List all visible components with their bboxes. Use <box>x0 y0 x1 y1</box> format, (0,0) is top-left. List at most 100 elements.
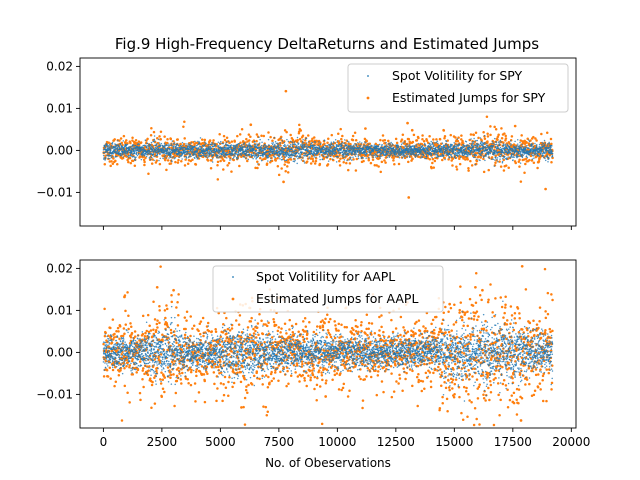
volatility-point <box>405 153 408 156</box>
volatility-point <box>309 153 311 156</box>
volatility-point <box>355 143 358 146</box>
jump-point <box>526 137 529 140</box>
jump-point <box>503 132 506 135</box>
jump-point <box>222 168 225 171</box>
jump-point <box>176 138 179 141</box>
volatility-point <box>270 146 273 149</box>
jump-point <box>279 135 283 139</box>
volatility-point <box>110 147 112 149</box>
volatility-point <box>185 143 187 145</box>
volatility-point <box>230 144 233 146</box>
volatility-point <box>120 144 122 147</box>
volatility-point <box>405 151 407 153</box>
volatility-point <box>401 157 404 159</box>
volatility-point <box>468 144 470 147</box>
volatility-point <box>438 155 440 158</box>
volatility-point <box>126 151 129 154</box>
volatility-point <box>300 156 302 158</box>
jump-point <box>489 133 492 137</box>
volatility-point <box>357 155 360 158</box>
jump-point <box>267 131 270 134</box>
volatility-point <box>135 153 138 156</box>
volatility-point <box>455 145 458 147</box>
volatility-point <box>431 146 433 148</box>
volatility-point <box>325 144 327 147</box>
volatility-point <box>289 146 292 148</box>
volatility-point <box>427 149 430 152</box>
jump-point <box>462 157 465 160</box>
volatility-point <box>162 157 164 160</box>
jump-point <box>454 136 457 139</box>
volatility-point <box>406 143 408 145</box>
volatility-point <box>130 149 133 152</box>
volatility-point <box>423 142 426 145</box>
volatility-point <box>326 147 329 149</box>
volatility-point <box>211 151 213 154</box>
volatility-point <box>380 155 382 157</box>
volatility-point <box>102 154 105 157</box>
volatility-point <box>415 145 418 147</box>
jump-point <box>166 137 169 141</box>
volatility-point <box>441 142 444 144</box>
jump-point <box>177 158 180 162</box>
jump-point <box>455 165 458 168</box>
jump-point <box>258 156 262 160</box>
jump-point <box>469 159 472 163</box>
volatility-point <box>273 136 276 139</box>
volatility-point <box>278 155 280 157</box>
volatility-point <box>153 151 155 154</box>
jump-point <box>475 159 479 163</box>
volatility-point <box>253 148 255 150</box>
volatility-point <box>110 145 113 147</box>
volatility-point <box>299 144 302 146</box>
volatility-point <box>472 146 475 148</box>
jump-point <box>485 115 489 118</box>
volatility-point <box>300 159 303 161</box>
jump-point <box>210 159 213 162</box>
jump-point <box>301 134 305 137</box>
volatility-point <box>390 145 393 147</box>
jump-point <box>450 159 453 162</box>
jump-point <box>274 159 277 162</box>
jump-point <box>458 157 461 161</box>
jump-point <box>255 139 258 143</box>
volatility-point <box>424 144 427 146</box>
series-volatility-spy <box>102 134 554 167</box>
jump-point <box>383 138 387 142</box>
volatility-point <box>444 151 446 154</box>
jump-point <box>383 159 386 162</box>
volatility-point <box>211 155 213 158</box>
volatility-point <box>111 147 114 150</box>
volatility-point <box>474 163 477 166</box>
volatility-point <box>217 154 219 157</box>
volatility-point <box>135 156 137 158</box>
volatility-point <box>257 154 260 157</box>
jump-point <box>479 156 482 159</box>
volatility-point <box>129 153 132 156</box>
volatility-point <box>312 146 314 148</box>
jump-point <box>169 137 173 141</box>
jump-point <box>433 159 437 163</box>
volatility-point <box>182 147 184 150</box>
volatility-point <box>173 142 176 144</box>
volatility-point <box>171 140 173 142</box>
jump-point <box>523 158 526 161</box>
jump-point <box>525 141 528 144</box>
volatility-point <box>103 157 105 159</box>
volatility-point <box>150 147 153 150</box>
volatility-point <box>445 143 447 145</box>
volatility-point <box>459 156 462 158</box>
volatility-point <box>218 145 220 147</box>
volatility-point <box>327 160 330 162</box>
volatility-point <box>291 151 294 153</box>
volatility-point <box>279 142 282 144</box>
volatility-point <box>403 146 405 148</box>
volatility-point <box>116 155 118 158</box>
jump-point <box>451 157 455 160</box>
volatility-point <box>108 152 110 154</box>
volatility-point <box>318 153 321 156</box>
volatility-point <box>429 144 432 147</box>
volatility-point <box>344 139 346 141</box>
volatility-point <box>281 140 284 142</box>
jump-point <box>107 141 110 144</box>
